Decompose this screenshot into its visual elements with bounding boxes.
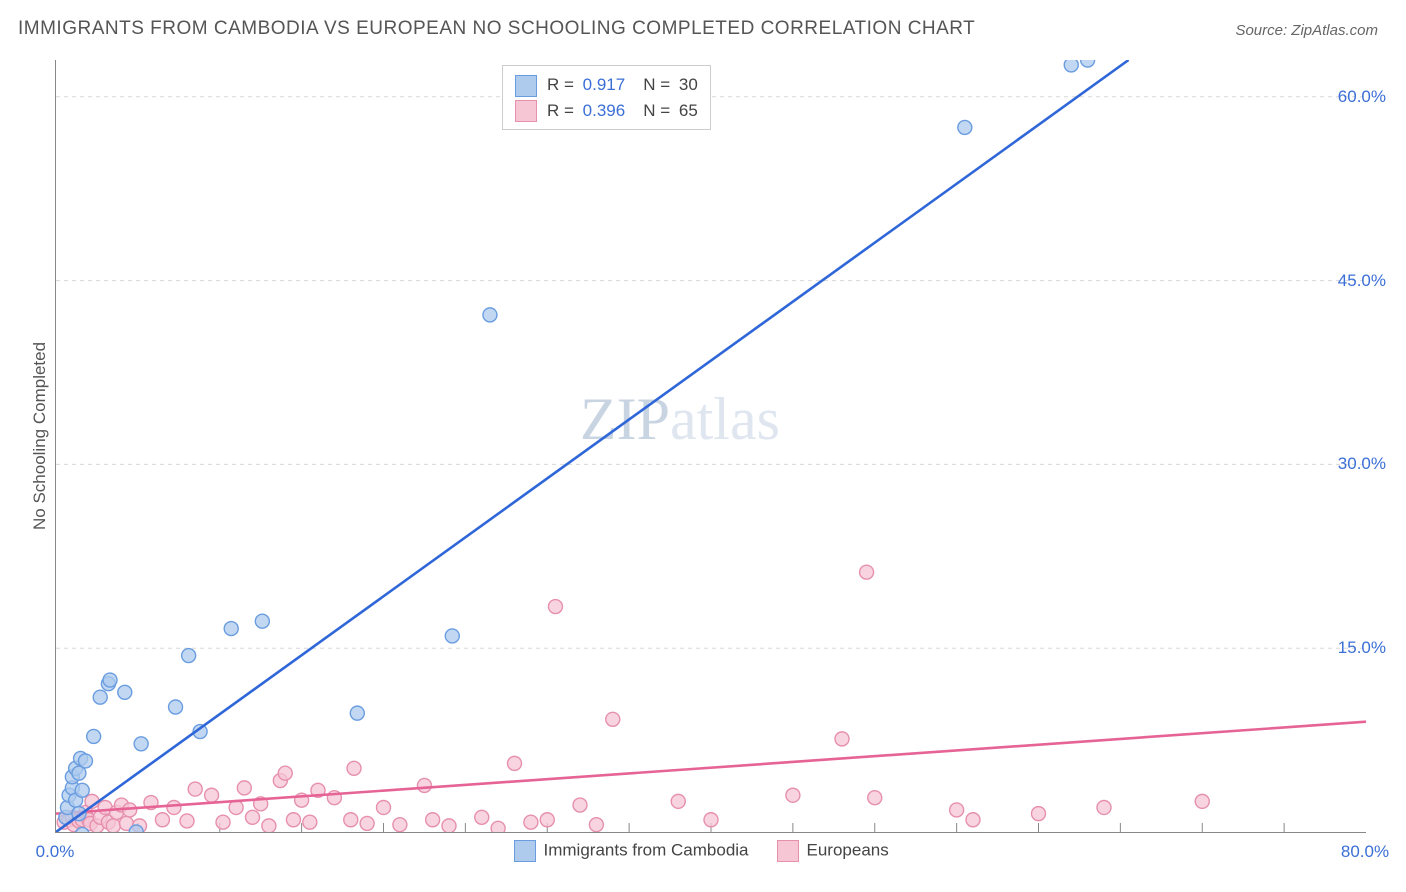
data-point: [475, 810, 489, 824]
data-point: [589, 818, 603, 832]
data-point: [167, 800, 181, 814]
data-point: [246, 810, 260, 824]
data-point: [704, 813, 718, 827]
data-point: [106, 819, 120, 833]
x-tick-label: 0.0%: [36, 842, 75, 862]
data-point: [1097, 800, 1111, 814]
data-point: [573, 798, 587, 812]
data-point: [483, 308, 497, 322]
y-tick-label: 45.0%: [1338, 271, 1386, 291]
data-point: [966, 813, 980, 827]
y-tick-label: 30.0%: [1338, 454, 1386, 474]
x-tick-label: 80.0%: [1341, 842, 1389, 862]
data-point: [835, 732, 849, 746]
legend-swatch: [515, 75, 537, 97]
data-point: [1081, 60, 1095, 67]
data-point: [103, 673, 117, 687]
data-point: [958, 120, 972, 134]
data-point: [860, 565, 874, 579]
data-point: [188, 782, 202, 796]
data-point: [393, 818, 407, 832]
data-point: [524, 815, 538, 829]
legend-item: Immigrants from Cambodia: [514, 840, 749, 862]
data-point: [93, 690, 107, 704]
legend-r-value: 0.917: [583, 75, 626, 94]
data-point: [303, 815, 317, 829]
data-point: [1195, 794, 1209, 808]
y-tick-label: 15.0%: [1338, 638, 1386, 658]
data-point: [606, 712, 620, 726]
trend-line: [56, 722, 1366, 814]
data-point: [1032, 807, 1046, 821]
data-point: [169, 700, 183, 714]
data-point: [786, 788, 800, 802]
data-point: [868, 791, 882, 805]
legend-swatch: [515, 100, 537, 122]
legend-n-label: N =: [643, 101, 675, 120]
y-tick-label: 60.0%: [1338, 87, 1386, 107]
data-point: [155, 813, 169, 827]
legend-swatch: [514, 840, 536, 862]
data-point: [1064, 60, 1078, 72]
correlation-legend: R = 0.917 N = 30 R = 0.396 N = 65: [502, 65, 711, 130]
data-point: [508, 756, 522, 770]
data-point: [417, 778, 431, 792]
data-point: [237, 781, 251, 795]
legend-r-label: R =: [547, 75, 579, 94]
data-point: [950, 803, 964, 817]
data-point: [87, 729, 101, 743]
data-point: [118, 685, 132, 699]
chart-title: IMMIGRANTS FROM CAMBODIA VS EUROPEAN NO …: [18, 18, 975, 40]
source-label: Source: ZipAtlas.com: [1235, 22, 1378, 39]
data-point: [134, 737, 148, 751]
data-point: [540, 813, 554, 827]
data-point: [491, 821, 505, 833]
legend-row: R = 0.917 N = 30: [515, 72, 698, 98]
scatter-plot: [55, 60, 1366, 833]
data-point: [278, 766, 292, 780]
data-point: [224, 622, 238, 636]
data-point: [286, 813, 300, 827]
legend-r-value: 0.396: [583, 101, 626, 120]
data-point: [180, 814, 194, 828]
data-point: [129, 825, 143, 833]
data-point: [445, 629, 459, 643]
legend-swatch: [777, 840, 799, 862]
data-point: [344, 813, 358, 827]
legend-item: Europeans: [777, 840, 889, 862]
legend-row: R = 0.396 N = 65: [515, 98, 698, 124]
series-legend: Immigrants from Cambodia Europeans: [514, 840, 889, 862]
data-point: [350, 706, 364, 720]
data-point: [548, 600, 562, 614]
data-point: [216, 815, 230, 829]
y-axis-label: No Schooling Completed: [30, 342, 50, 530]
legend-series-name: Europeans: [807, 840, 889, 859]
data-point: [671, 794, 685, 808]
data-point: [78, 754, 92, 768]
legend-n-label: N =: [643, 75, 675, 94]
data-point: [75, 783, 89, 797]
data-point: [205, 788, 219, 802]
data-point: [426, 813, 440, 827]
data-point: [377, 800, 391, 814]
legend-series-name: Immigrants from Cambodia: [544, 840, 749, 859]
data-point: [442, 819, 456, 833]
legend-r-label: R =: [547, 101, 579, 120]
chart-root: IMMIGRANTS FROM CAMBODIA VS EUROPEAN NO …: [0, 0, 1406, 892]
data-point: [360, 816, 374, 830]
data-point: [255, 614, 269, 628]
legend-n-value: 30: [679, 75, 698, 94]
data-point: [182, 649, 196, 663]
trend-line: [56, 60, 1129, 832]
legend-n-value: 65: [679, 101, 698, 120]
data-point: [347, 761, 361, 775]
data-point: [262, 819, 276, 833]
